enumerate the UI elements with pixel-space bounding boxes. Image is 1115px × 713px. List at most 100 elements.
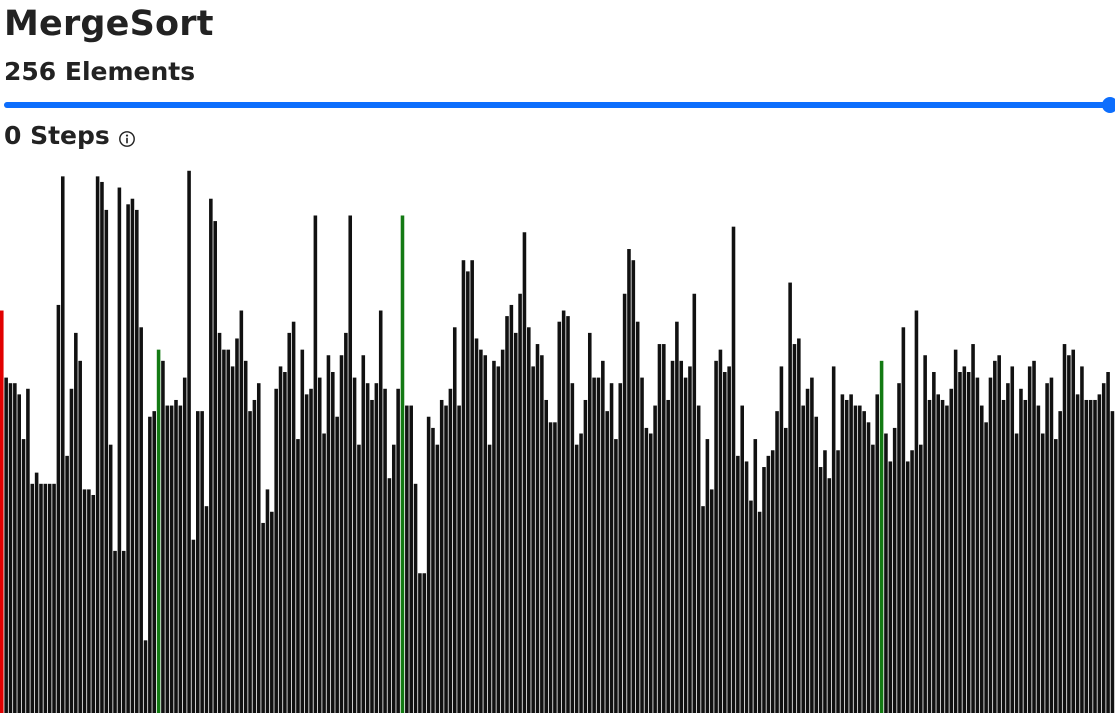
array-bar (470, 260, 474, 713)
array-bar (627, 249, 631, 713)
array-bar (126, 204, 130, 713)
array-bar (831, 366, 836, 713)
array-bar (209, 198, 213, 713)
array-bar (801, 405, 805, 713)
array-bar (648, 433, 653, 713)
array-bar (897, 383, 901, 713)
array-bar (984, 422, 988, 713)
array-bar (413, 483, 418, 713)
array-bar (352, 377, 357, 713)
element-count-label: 256 Elements (4, 57, 196, 86)
array-bar (953, 349, 958, 713)
array-bar (670, 360, 675, 713)
array-bar (1049, 377, 1054, 713)
array-bar (749, 500, 753, 713)
array-bar (100, 181, 104, 713)
array-bar (313, 215, 318, 713)
array-bar (1014, 433, 1019, 713)
array-bar (945, 405, 949, 713)
array-bar (322, 433, 326, 713)
array-bar (461, 260, 466, 713)
array-bar (439, 399, 444, 713)
array-bar (95, 176, 100, 713)
array-bar (296, 439, 300, 713)
array-bar (570, 383, 575, 713)
array-bar (30, 483, 35, 713)
array-bar (553, 422, 557, 713)
array-bar (383, 388, 387, 713)
array-bar (344, 332, 348, 713)
array-bar (605, 411, 609, 713)
array-bar (1093, 399, 1097, 713)
array-bar (4, 377, 8, 713)
array-bar (452, 327, 457, 713)
array-bar (709, 489, 714, 713)
steps-label: 0 Steps (4, 121, 110, 150)
array-bar (169, 405, 174, 713)
array-bar (919, 444, 923, 713)
array-bar (492, 360, 496, 713)
array-bar (979, 405, 984, 713)
array-bar (108, 444, 113, 713)
array-bar (65, 455, 69, 713)
array-bar (348, 215, 353, 713)
array-bar (239, 310, 244, 713)
array-bar (1062, 344, 1067, 713)
array-bar (56, 304, 61, 713)
array-bar (814, 416, 819, 713)
array-bar (753, 439, 758, 713)
array-bar (958, 372, 962, 713)
array-bar (618, 383, 623, 713)
array-bar (287, 332, 292, 713)
array-bar (505, 316, 509, 713)
array-bar (596, 377, 601, 713)
array-bar (82, 489, 87, 713)
array-bar (165, 405, 170, 713)
array-bar (914, 310, 919, 713)
array-bar (705, 439, 710, 713)
array-bar (853, 405, 858, 713)
array-bar (26, 388, 30, 713)
array-bar (139, 327, 143, 713)
array-bar (1084, 399, 1089, 713)
array-bar (932, 372, 936, 713)
array-bar (1045, 383, 1049, 713)
array-bar (993, 360, 997, 713)
array-bar (727, 366, 731, 713)
array-bar (762, 467, 766, 713)
array-bar (230, 366, 235, 713)
array-bar (226, 349, 231, 713)
array-bar (888, 461, 893, 713)
array-bar (270, 511, 274, 713)
array-bar (740, 405, 744, 713)
array-bar (770, 450, 775, 713)
array-bar (431, 427, 435, 713)
array-bar (988, 377, 993, 713)
array-bar (766, 455, 771, 713)
array-bar (117, 187, 122, 713)
array-bar (435, 444, 440, 713)
info-icon[interactable] (118, 130, 136, 148)
array-bar (531, 366, 535, 713)
array-bar (561, 310, 566, 713)
array-bar (535, 344, 540, 713)
array-bar (39, 483, 43, 713)
array-bar (422, 573, 427, 713)
array-bar (161, 360, 165, 713)
array-bar (1054, 439, 1058, 713)
array-bar (871, 444, 875, 713)
element-count-slider[interactable] (4, 97, 1115, 113)
array-bar (635, 321, 640, 713)
array-bar (121, 550, 126, 713)
array-bar (997, 355, 1001, 713)
array-bar (792, 344, 797, 713)
steps-row: 0 Steps (4, 118, 136, 154)
array-bar (365, 383, 370, 713)
array-bar (757, 511, 762, 713)
array-bar (256, 383, 261, 713)
array-bar (910, 450, 914, 713)
array-bar (87, 489, 91, 713)
slider-thumb[interactable] (1102, 97, 1115, 113)
array-bar (500, 349, 505, 713)
array-bar (483, 355, 488, 713)
